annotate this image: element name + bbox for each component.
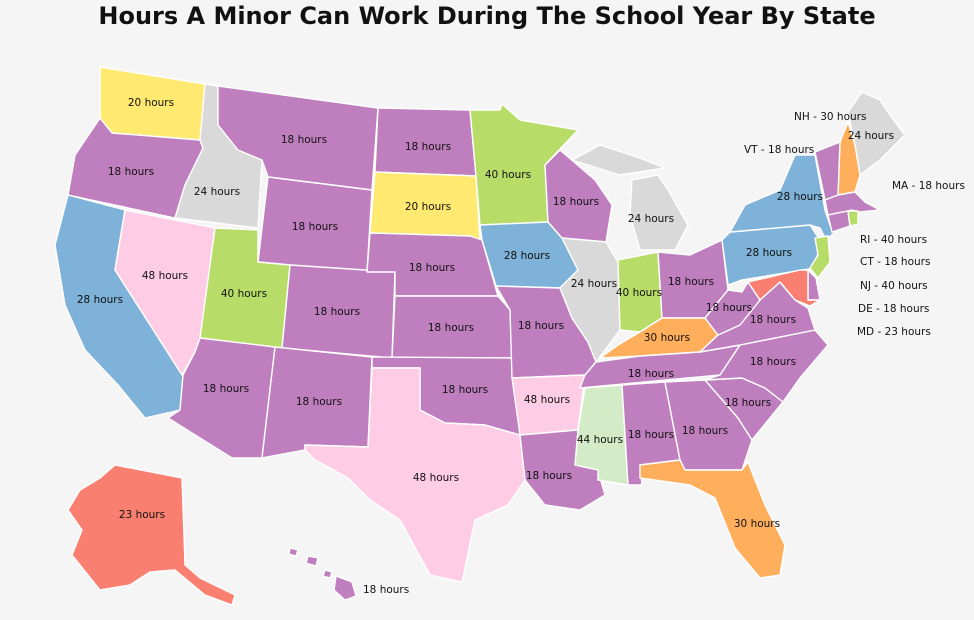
state-ct — [827, 210, 851, 233]
label-va: 18 hours — [750, 314, 796, 326]
label-nd: 18 hours — [405, 141, 451, 153]
state-shapes — [54, 66, 906, 606]
label-al: 18 hours — [628, 429, 674, 441]
label-ia: 28 hours — [504, 250, 550, 262]
state-md — [747, 269, 821, 307]
label-ak: 23 hours — [119, 509, 165, 521]
state-wi — [544, 149, 613, 243]
label-wi: 18 hours — [553, 196, 599, 208]
label-tx: 48 hours — [413, 472, 459, 484]
state-ak — [67, 464, 236, 606]
label-md: MD - 23 hours — [857, 326, 931, 338]
state-labels: 20 hours 18 hours 28 hours 48 hours 24 h… — [77, 97, 965, 596]
state-ny — [729, 154, 836, 241]
state-il — [559, 237, 621, 363]
label-pa: 28 hours — [746, 247, 792, 259]
label-de: DE - 18 hours — [858, 303, 929, 315]
label-sc: 18 hours — [725, 397, 771, 409]
label-wv: 18 hours — [706, 302, 752, 314]
label-ks: 18 hours — [428, 322, 474, 334]
label-hi: 18 hours — [363, 584, 409, 596]
label-ut: 40 hours — [221, 288, 267, 300]
label-or: 18 hours — [108, 166, 154, 178]
label-mo: 18 hours — [518, 320, 564, 332]
state-mi — [571, 144, 689, 251]
label-ny: 28 hours — [777, 191, 823, 203]
label-co: 18 hours — [314, 306, 360, 318]
label-ky: 30 hours — [644, 332, 690, 344]
label-nc: 18 hours — [750, 356, 796, 368]
label-fl: 30 hours — [734, 518, 780, 530]
state-tx — [304, 367, 526, 583]
label-mn: 40 hours — [485, 169, 531, 181]
label-id: 24 hours — [194, 186, 240, 198]
label-ct: CT - 18 hours — [860, 256, 930, 268]
label-ma: MA - 18 hours — [892, 180, 965, 192]
label-ri: RI - 40 hours — [860, 234, 927, 246]
label-ga: 18 hours — [682, 425, 728, 437]
label-vt: VT - 18 hours — [744, 144, 814, 156]
label-wa: 20 hours — [128, 97, 174, 109]
label-mi: 24 hours — [628, 213, 674, 225]
label-oh: 18 hours — [668, 276, 714, 288]
label-ne: 18 hours — [409, 262, 455, 274]
label-me: 24 hours — [848, 130, 894, 142]
state-fl — [639, 459, 786, 579]
label-nv: 48 hours — [142, 270, 188, 282]
state-ri — [847, 210, 859, 227]
state-hi — [288, 547, 357, 601]
label-nj: NJ - 40 hours — [860, 280, 928, 292]
state-mn — [469, 103, 579, 226]
label-tn: 18 hours — [628, 368, 674, 380]
label-la: 18 hours — [526, 470, 572, 482]
label-nh: NH - 30 hours — [794, 111, 866, 123]
state-nj — [809, 235, 831, 279]
label-mt: 18 hours — [281, 134, 327, 146]
label-ok: 18 hours — [442, 384, 488, 396]
label-ar: 48 hours — [524, 394, 570, 406]
label-ca: 28 hours — [77, 294, 123, 306]
label-ms: 44 hours — [577, 434, 623, 446]
map-title: Hours A Minor Can Work During The School… — [98, 2, 876, 30]
label-in: 40 hours — [616, 287, 662, 299]
label-nm: 18 hours — [296, 396, 342, 408]
label-wy: 18 hours — [292, 221, 338, 233]
label-az: 18 hours — [203, 383, 249, 395]
label-il: 24 hours — [571, 278, 617, 290]
label-sd: 20 hours — [405, 201, 451, 213]
